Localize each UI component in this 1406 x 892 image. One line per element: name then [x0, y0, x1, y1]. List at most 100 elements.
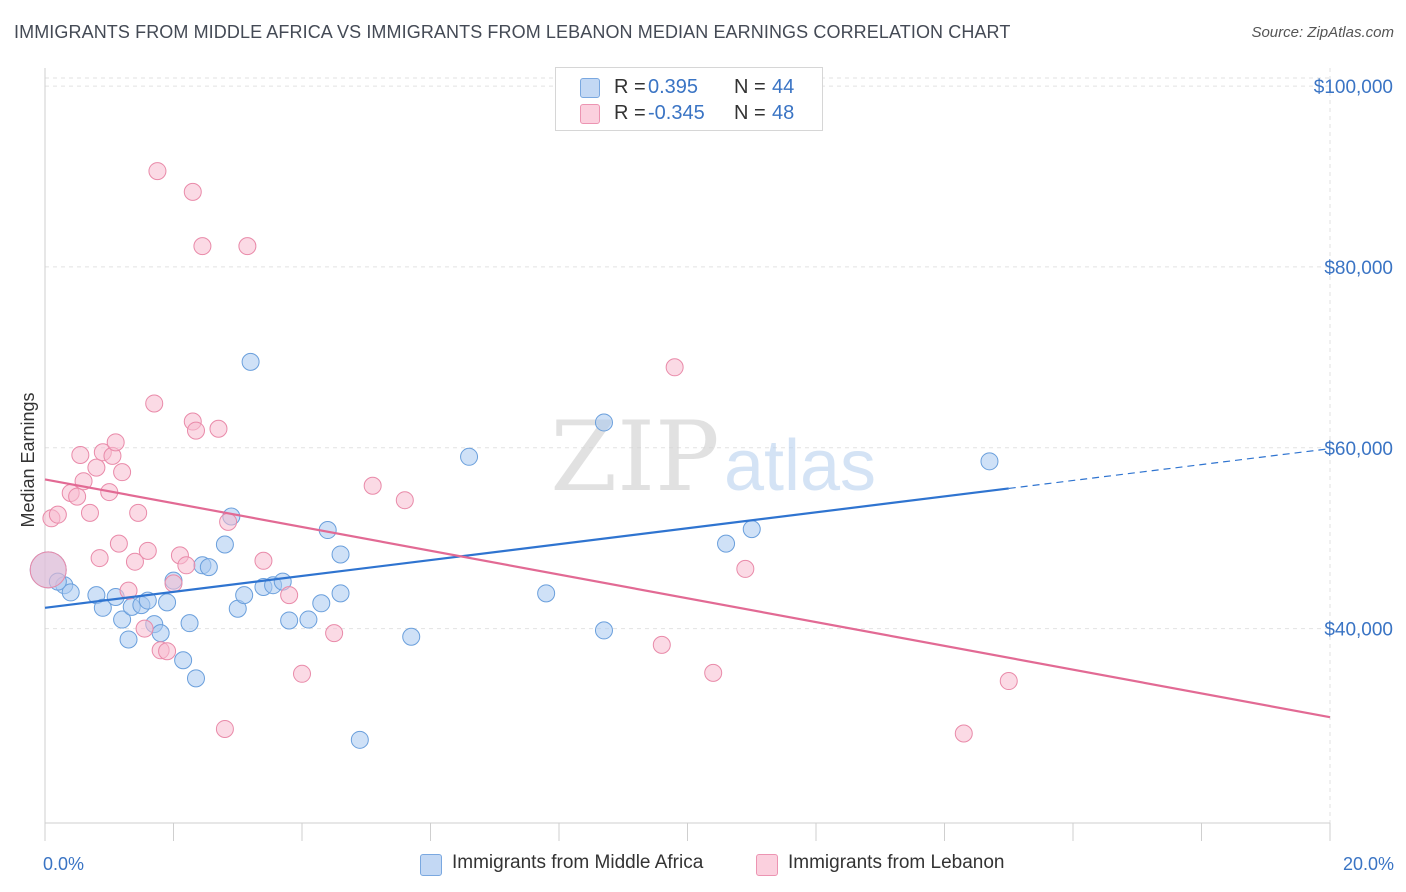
- point-middle-africa: [299, 610, 318, 629]
- legend-r-label: R =: [614, 76, 646, 98]
- point-lebanon: [71, 445, 90, 464]
- legend-swatch-middle-africa: [580, 78, 600, 98]
- point-lebanon: [395, 491, 414, 510]
- series-label-middle-africa: Immigrants from Middle Africa: [452, 852, 704, 873]
- point-lebanon: [177, 556, 196, 575]
- trend-line-middle-africa: [44, 487, 1009, 609]
- point-lebanon: [135, 619, 154, 638]
- point-middle-africa: [61, 583, 80, 602]
- point-lebanon: [363, 476, 382, 495]
- point-lebanon: [736, 559, 755, 578]
- point-middle-africa: [280, 611, 299, 630]
- watermark-zip: ZIP: [550, 401, 719, 513]
- point-middle-africa: [215, 535, 234, 554]
- point-middle-africa: [93, 598, 112, 617]
- point-lebanon: [29, 551, 67, 589]
- point-middle-africa: [186, 669, 205, 688]
- x-tick-label-max: 20.0%: [1343, 854, 1394, 874]
- point-lebanon: [113, 463, 132, 482]
- point-lebanon: [119, 581, 138, 600]
- point-middle-africa: [331, 584, 350, 603]
- point-lebanon: [148, 162, 167, 181]
- point-middle-africa: [113, 610, 132, 629]
- point-middle-africa: [312, 594, 331, 613]
- chart-title: IMMIGRANTS FROM MIDDLE AFRICA VS IMMIGRA…: [14, 22, 1011, 42]
- series-swatch-middle-africa: [420, 854, 442, 876]
- legend-swatch-lebanon: [580, 104, 600, 124]
- point-lebanon: [90, 549, 109, 568]
- point-middle-africa: [350, 730, 369, 749]
- point-lebanon: [80, 503, 99, 522]
- point-middle-africa: [980, 452, 999, 471]
- point-lebanon: [106, 433, 125, 452]
- legend-n-value: 48: [772, 102, 795, 124]
- point-lebanon: [665, 358, 684, 377]
- point-lebanon: [293, 664, 311, 683]
- point-lebanon: [68, 487, 87, 506]
- point-lebanon: [193, 237, 212, 256]
- point-lebanon: [209, 419, 228, 438]
- point-middle-africa: [717, 534, 736, 553]
- chart-source: Source: ZipAtlas.com: [1251, 24, 1394, 41]
- series-label-lebanon: Immigrants from Lebanon: [788, 852, 1005, 873]
- y-tick-label: $100,000: [1314, 77, 1393, 98]
- legend-r-value: -0.345: [648, 102, 705, 124]
- point-lebanon: [219, 512, 238, 531]
- point-middle-africa: [180, 614, 199, 633]
- series-swatch-lebanon: [756, 854, 778, 876]
- watermark-atlas: atlas: [724, 426, 876, 506]
- point-middle-africa: [199, 558, 218, 577]
- data-points: [29, 162, 1018, 749]
- legend-r-value: 0.395: [648, 76, 699, 98]
- point-middle-africa: [174, 651, 193, 670]
- point-middle-africa: [594, 621, 613, 640]
- point-middle-africa: [241, 352, 260, 371]
- point-lebanon: [238, 237, 257, 256]
- point-lebanon: [87, 458, 106, 477]
- trend-line-lebanon: [44, 478, 1331, 719]
- y-tick-label: $60,000: [1324, 439, 1393, 460]
- axes: [44, 68, 1331, 841]
- y-tick-label: $80,000: [1324, 258, 1393, 279]
- point-middle-africa: [331, 545, 350, 564]
- legend-n-label: N =: [734, 76, 766, 98]
- point-middle-africa: [158, 593, 177, 612]
- y-tick-label: $40,000: [1324, 620, 1393, 641]
- point-lebanon: [954, 724, 973, 743]
- point-lebanon: [129, 503, 148, 522]
- point-lebanon: [704, 663, 723, 682]
- point-lebanon: [254, 551, 273, 570]
- point-lebanon: [280, 586, 299, 605]
- point-lebanon: [999, 672, 1018, 691]
- point-middle-africa: [119, 630, 138, 649]
- trend-lines: [44, 448, 1331, 719]
- point-middle-africa: [402, 627, 421, 646]
- point-lebanon: [183, 182, 202, 201]
- point-middle-africa: [537, 584, 556, 603]
- point-lebanon: [145, 394, 164, 413]
- legend-n-label: N =: [734, 102, 766, 124]
- x-tick-label-min: 0.0%: [43, 854, 84, 874]
- point-middle-africa: [594, 413, 613, 432]
- point-lebanon: [138, 541, 157, 560]
- watermark: ZIP atlas: [550, 401, 876, 513]
- correlation-legend: R = 0.395 N = 44 R = -0.345 N = 48: [555, 67, 823, 131]
- point-middle-africa: [742, 520, 761, 539]
- point-middle-africa: [235, 586, 254, 605]
- legend-r-label: R =: [614, 102, 646, 124]
- point-middle-africa: [151, 624, 170, 643]
- point-lebanon: [125, 552, 144, 571]
- point-middle-africa: [460, 447, 479, 466]
- point-lebanon: [325, 624, 344, 643]
- point-lebanon: [186, 421, 205, 440]
- point-lebanon: [48, 505, 67, 524]
- point-lebanon: [215, 719, 234, 738]
- point-lebanon: [158, 642, 177, 661]
- trend-line-middle-africa-extension: [1008, 448, 1331, 490]
- legend-n-value: 44: [772, 76, 795, 98]
- point-lebanon: [164, 574, 183, 593]
- point-lebanon: [652, 635, 671, 654]
- y-axis-label: Median Earnings: [18, 392, 38, 527]
- point-lebanon: [109, 534, 128, 553]
